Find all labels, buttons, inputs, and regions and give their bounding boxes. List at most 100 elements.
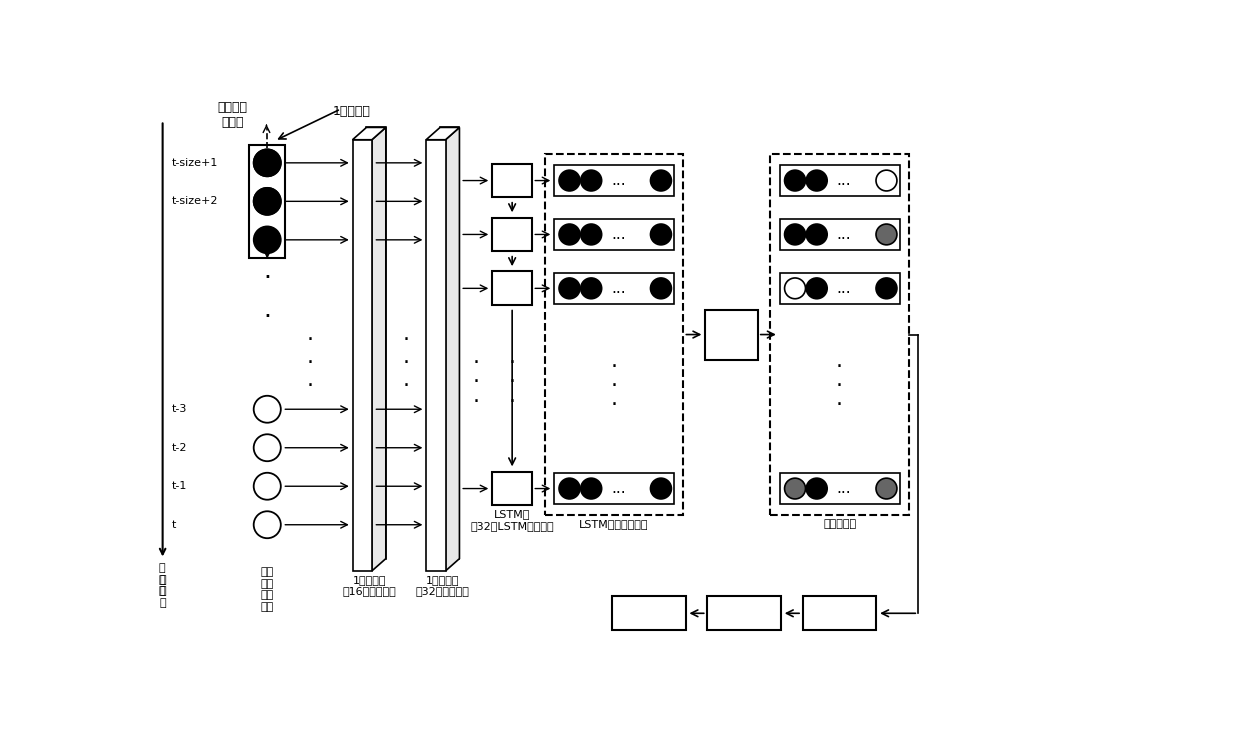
Text: ...: ... <box>611 281 626 296</box>
Text: t-2: t-2 <box>172 442 187 453</box>
Polygon shape <box>353 127 385 140</box>
Text: 发电
功率
时间
序列: 发电 功率 时间 序列 <box>260 567 274 612</box>
Bar <box>492 164 533 198</box>
Text: LSTM层
（32个LSTM神经元）: LSTM层 （32个LSTM神经元） <box>471 509 554 531</box>
Circle shape <box>559 224 580 245</box>
Polygon shape <box>446 127 460 571</box>
Circle shape <box>876 224 897 245</box>
Text: ...: ... <box>836 173 851 188</box>
Bar <box>492 471 533 505</box>
Bar <box>705 310 758 359</box>
Polygon shape <box>353 140 372 571</box>
Text: 时
间
轴: 时 间 轴 <box>159 563 165 597</box>
Text: ...: ... <box>611 481 626 496</box>
Circle shape <box>254 226 281 253</box>
Text: 1维卷积层
（32个卷积核）: 1维卷积层 （32个卷积核） <box>416 575 470 597</box>
Polygon shape <box>367 127 385 559</box>
Text: ·: · <box>403 330 409 350</box>
Text: 预测输出: 预测输出 <box>634 607 664 619</box>
Circle shape <box>650 278 672 299</box>
Text: 展开成1维: 展开成1维 <box>820 607 859 619</box>
Bar <box>771 154 909 515</box>
Circle shape <box>784 478 805 499</box>
Bar <box>554 219 674 250</box>
Circle shape <box>807 478 828 499</box>
Bar <box>554 165 674 196</box>
Bar <box>707 597 781 631</box>
Text: ·: · <box>836 396 843 416</box>
Circle shape <box>650 224 672 245</box>
Text: ·: · <box>306 376 313 396</box>
Text: 注意力向量: 注意力向量 <box>823 519 856 528</box>
Text: ·: · <box>473 372 479 392</box>
Text: ...: ... <box>611 227 626 242</box>
Circle shape <box>650 170 672 191</box>
Polygon shape <box>372 127 385 571</box>
Text: ·: · <box>836 357 843 377</box>
Polygon shape <box>426 127 460 140</box>
Text: ·: · <box>473 391 479 411</box>
Text: ·: · <box>836 376 843 396</box>
Bar <box>803 597 876 631</box>
Circle shape <box>254 188 281 215</box>
Text: t-1: t-1 <box>172 481 187 491</box>
Polygon shape <box>440 127 460 559</box>
Text: ·: · <box>263 227 271 252</box>
Text: 时
间
轴: 时 间 轴 <box>160 575 166 608</box>
Circle shape <box>581 170 602 191</box>
Circle shape <box>876 478 897 499</box>
Text: ·: · <box>611 376 617 396</box>
Text: ·: · <box>306 353 313 373</box>
Circle shape <box>807 170 828 191</box>
Text: ...: ... <box>836 227 851 242</box>
Circle shape <box>254 511 281 538</box>
Text: LSTM隐层输出向量: LSTM隐层输出向量 <box>580 519 649 528</box>
Text: 注意力
机制: 注意力 机制 <box>720 321 742 348</box>
Circle shape <box>559 478 580 499</box>
Text: ·: · <box>403 353 409 373</box>
Text: ·: · <box>403 376 409 396</box>
Circle shape <box>876 170 897 191</box>
Circle shape <box>581 478 602 499</box>
Circle shape <box>581 224 602 245</box>
Bar <box>492 271 533 305</box>
Circle shape <box>254 188 281 215</box>
Text: ·: · <box>473 353 479 373</box>
Circle shape <box>254 473 281 499</box>
Circle shape <box>650 478 672 499</box>
Text: ·: · <box>509 353 515 373</box>
Circle shape <box>254 150 281 176</box>
Circle shape <box>254 150 281 176</box>
Bar <box>779 473 900 504</box>
Text: 1维卷积层
（16个卷积核）: 1维卷积层 （16个卷积核） <box>342 575 396 597</box>
Bar <box>545 154 684 515</box>
Text: t-size+1: t-size+1 <box>172 158 218 168</box>
Circle shape <box>581 278 602 299</box>
Text: 全连接层: 全连接层 <box>730 607 760 619</box>
Text: ·: · <box>509 372 515 392</box>
Text: ·: · <box>263 305 271 329</box>
Circle shape <box>807 224 828 245</box>
Text: ...: ... <box>836 481 851 496</box>
Text: t-size+2: t-size+2 <box>172 196 218 206</box>
Circle shape <box>559 170 580 191</box>
Circle shape <box>559 278 580 299</box>
Circle shape <box>807 278 828 299</box>
Text: ·: · <box>611 396 617 416</box>
Text: ...: ... <box>611 173 626 188</box>
Circle shape <box>254 434 281 461</box>
Bar <box>492 218 533 251</box>
Text: t: t <box>172 519 176 530</box>
Text: 卷积核滑
动方向: 卷积核滑 动方向 <box>217 102 248 129</box>
Text: ·: · <box>306 330 313 350</box>
Text: ·: · <box>611 357 617 377</box>
Bar <box>779 273 900 304</box>
Circle shape <box>784 170 805 191</box>
Circle shape <box>784 278 805 299</box>
Text: ...: ... <box>836 281 851 296</box>
Bar <box>554 273 674 304</box>
Text: ·: · <box>263 266 271 290</box>
Circle shape <box>784 224 805 245</box>
Text: ·: · <box>509 391 515 411</box>
Circle shape <box>876 278 897 299</box>
